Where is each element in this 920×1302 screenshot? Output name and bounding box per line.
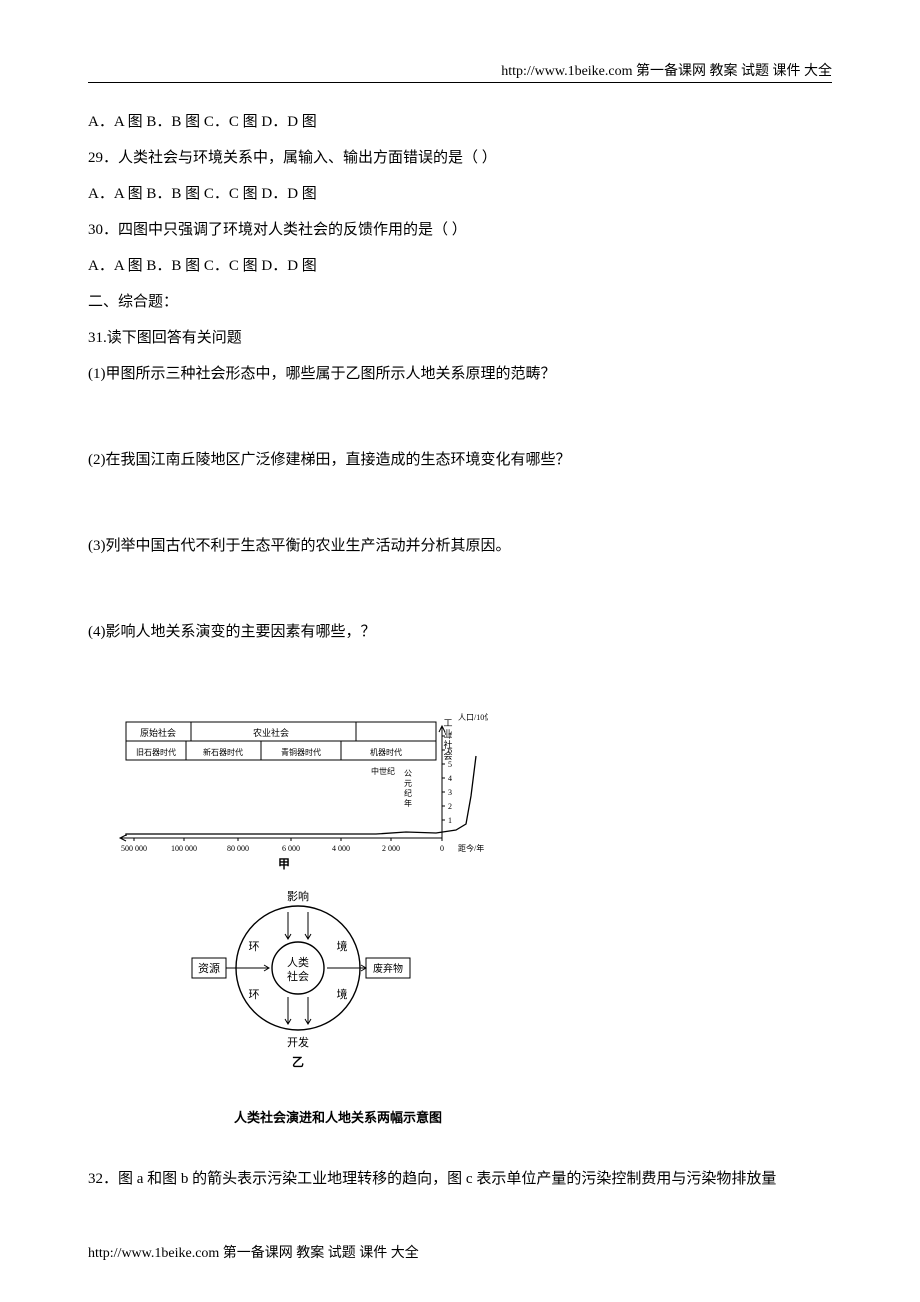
svg-text:100 000: 100 000 <box>171 844 197 853</box>
svg-text:3: 3 <box>448 788 452 797</box>
svg-text:纪: 纪 <box>404 788 412 798</box>
svg-text:社会: 社会 <box>287 969 309 983</box>
q31-text: 31.读下图回答有关问题 <box>88 320 832 356</box>
q31-1: (1)甲图所示三种社会形态中，哪些属于乙图所示人地关系原理的范畴？ <box>88 356 832 392</box>
svg-text:年: 年 <box>404 798 412 808</box>
svg-text:环: 环 <box>249 989 260 1001</box>
q31-3: (3)列举中国古代不利于生态平衡的农业生产活动并分析其原因。 <box>88 528 832 564</box>
svg-text:开发: 开发 <box>287 1035 309 1049</box>
svg-text:工: 工 <box>443 718 452 728</box>
svg-text:境: 境 <box>337 939 348 953</box>
svg-text:人口/10亿: 人口/10亿 <box>458 712 488 722</box>
header-divider <box>88 82 832 83</box>
q31-4: (4)影响人地关系演变的主要因素有哪些，？ <box>88 614 832 650</box>
svg-text:元: 元 <box>404 779 412 788</box>
q32-text: 32．图 a 和图 b 的箭头表示污染工业地理转移的趋向，图 c 表示单位产量的… <box>88 1161 832 1197</box>
footer-url: http://www.1beike.com 第一备课网 教案 试题 课件 大全 <box>88 1242 419 1262</box>
q31-2: (2)在我国江南丘陵地区广泛修建梯田，直接造成的生态环境变化有哪些？ <box>88 442 832 478</box>
svg-text:废弃物: 废弃物 <box>373 962 403 975</box>
q30-options: A．A 图 B．B 图 C．C 图 D．D 图 <box>88 248 832 284</box>
svg-text:机器时代: 机器时代 <box>370 747 402 757</box>
charts-caption: 人类社会演进和人地关系两幅示意图 <box>148 1102 528 1133</box>
header-url: http://www.1beike.com 第一备课网 教案 试题 课件 大全 <box>501 60 832 80</box>
svg-text:乙: 乙 <box>292 1055 304 1069</box>
svg-text:1: 1 <box>448 816 452 825</box>
charts-container: 原始社会农业社会工业社会旧石器时代新石器时代青铜器时代机器时代中世纪公元纪年人口… <box>108 710 528 1133</box>
q30-text: 30．四图中只强调了环境对人类社会的反馈作用的是（ ） <box>88 212 832 248</box>
document-body: A．A 图 B．B 图 C．C 图 D．D 图 29．人类社会与环境关系中，属输… <box>88 104 832 1197</box>
svg-text:资源: 资源 <box>198 961 220 975</box>
svg-text:80 000: 80 000 <box>227 844 249 853</box>
svg-text:境: 境 <box>337 987 348 1001</box>
svg-text:中世纪: 中世纪 <box>371 766 395 776</box>
svg-text:2 000: 2 000 <box>382 844 400 853</box>
svg-text:距今/年: 距今/年 <box>458 843 484 853</box>
svg-text:青铜器时代: 青铜器时代 <box>281 747 321 757</box>
svg-text:环: 环 <box>249 941 260 953</box>
svg-text:公: 公 <box>404 769 412 778</box>
svg-text:0: 0 <box>440 844 444 853</box>
svg-text:6 000: 6 000 <box>282 844 300 853</box>
svg-text:甲: 甲 <box>278 857 290 870</box>
svg-text:农业社会: 农业社会 <box>253 727 289 738</box>
svg-text:2: 2 <box>448 802 452 811</box>
svg-text:旧石器时代: 旧石器时代 <box>136 747 176 757</box>
svg-text:原始社会: 原始社会 <box>140 727 176 738</box>
svg-text:影响: 影响 <box>287 890 309 903</box>
svg-text:500 000: 500 000 <box>121 844 147 853</box>
q28-options: A．A 图 B．B 图 C．C 图 D．D 图 <box>88 104 832 140</box>
svg-text:6: 6 <box>448 746 452 755</box>
chart-jia: 原始社会农业社会工业社会旧石器时代新石器时代青铜器时代机器时代中世纪公元纪年人口… <box>108 710 488 870</box>
svg-text:新石器时代: 新石器时代 <box>203 747 243 757</box>
svg-text:4: 4 <box>448 774 452 783</box>
section-2-heading: 二、综合题： <box>88 284 832 320</box>
q29-text: 29．人类社会与环境关系中，属输入、输出方面错误的是（ ） <box>88 140 832 176</box>
svg-text:7: 7 <box>448 732 452 741</box>
q29-options: A．A 图 B．B 图 C．C 图 D．D 图 <box>88 176 832 212</box>
svg-text:人类: 人类 <box>287 955 309 969</box>
svg-text:5: 5 <box>448 760 452 769</box>
chart-yi: 人类社会影响开发环境环境资源废弃物乙 <box>108 890 488 1070</box>
svg-text:4 000: 4 000 <box>332 844 350 853</box>
